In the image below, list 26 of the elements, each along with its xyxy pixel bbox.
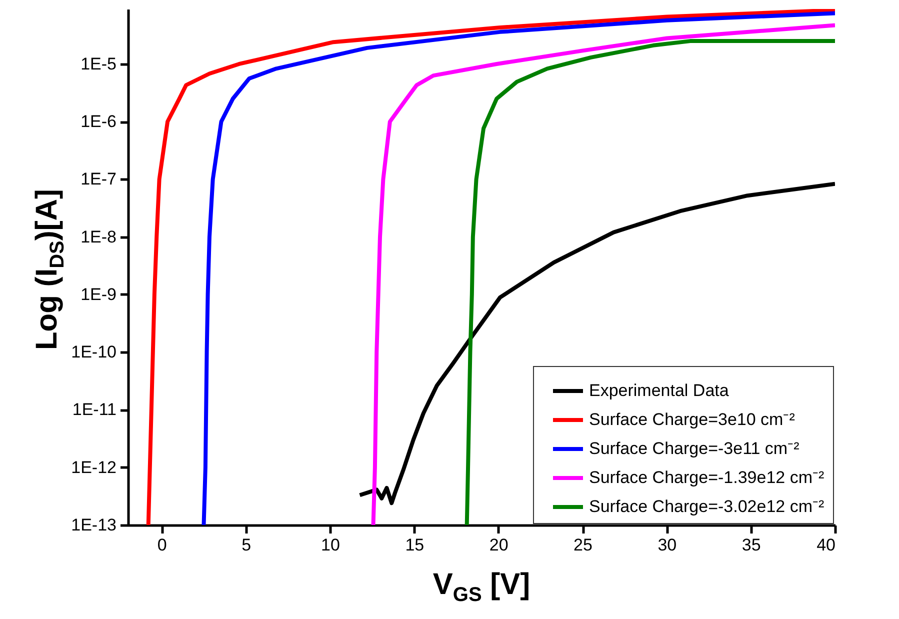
legend-label: Surface Charge=-3.02e12 cm⁻²	[589, 497, 824, 516]
y-tick-label: 1E-10	[71, 342, 116, 362]
legend-label: Experimental Data	[589, 381, 730, 400]
x-tick-label: 20	[489, 536, 508, 554]
x-axis-title: V$_{GS}$ [V]	[432, 568, 532, 607]
x-tick-label: 30	[658, 536, 677, 554]
y-tick-label: 1E-6	[80, 112, 116, 132]
y-tick-label: 1E-9	[80, 284, 116, 304]
legend-label: Surface Charge=-1.39e12 cm⁻²	[589, 468, 824, 487]
y-tick-label: 1E-13	[71, 516, 116, 534]
legend-label: Surface Charge=3e10 cm⁻²	[589, 410, 796, 429]
x-tick-label: 15	[405, 536, 424, 554]
y-tick-label: 1E-7	[80, 170, 116, 189]
x-tick-label: 40	[816, 536, 836, 554]
x-tick-label: 35	[742, 536, 761, 554]
x-tick-label: 5	[242, 536, 252, 554]
y-tick-label: 1E-12	[71, 458, 116, 477]
x-tick-label: 25	[574, 536, 592, 554]
x-tick-label: 10	[321, 536, 340, 554]
x-tick-label: 0	[157, 536, 167, 554]
line-series	[464, 39, 835, 525]
y-tick-label: 1E-8	[80, 227, 116, 246]
y-tick-label: 1E-5	[80, 54, 116, 74]
y-tick-label: 1E-11	[72, 400, 116, 420]
line-series	[371, 23, 835, 525]
legend-label: Surface Charge=-3e11 cm⁻²	[589, 439, 800, 458]
